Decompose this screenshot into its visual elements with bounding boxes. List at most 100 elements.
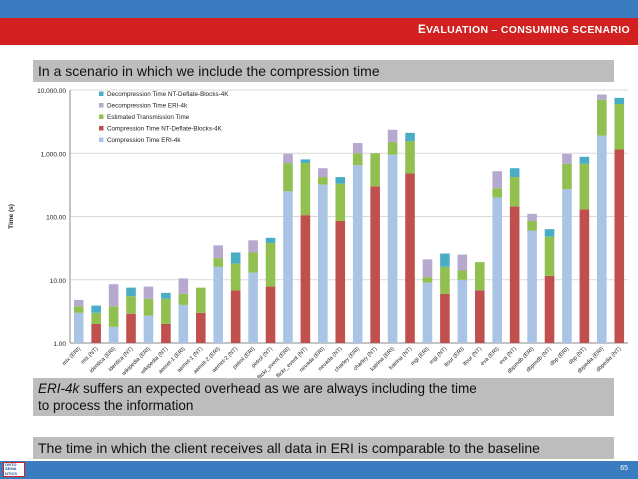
legend-label: Compression Time NT-Deflate-Blocks-4K: [107, 126, 223, 133]
bar-segment: [440, 293, 450, 343]
bar-segment: [126, 296, 136, 314]
bar-segment: [352, 153, 363, 166]
bar-segment: [492, 197, 503, 343]
bar-segment: [527, 213, 537, 221]
y-axis-label: Time (s): [8, 204, 15, 229]
bar-segment: [283, 191, 293, 343]
bar-segment: [405, 141, 415, 174]
note-middle-line1: ERI-4k suffers an expected overhead as w…: [38, 381, 477, 396]
bar-segment: [300, 215, 311, 343]
legend-swatch: [99, 114, 104, 119]
bar-segment: [387, 142, 398, 155]
logo-line-2: SEMA: [5, 466, 17, 472]
note-top-text: In a scenario in which we include the co…: [38, 63, 380, 79]
bar-segment: [283, 153, 293, 164]
bar-segment: [248, 272, 258, 343]
bar-segment: [300, 163, 311, 216]
bar-segment: [387, 129, 398, 143]
legend-swatch: [99, 103, 104, 108]
bar-segment: [370, 186, 380, 343]
note-bottom: The time in which the client receives al…: [33, 437, 614, 459]
x-tick-label: mgi (ERI): [410, 346, 431, 367]
bar-segment: [265, 243, 276, 287]
bar-segment: [318, 177, 328, 185]
legend-label: Compression Time ERI-4k: [107, 137, 181, 144]
bar-segment: [509, 168, 520, 178]
top-accent-strip: [0, 0, 638, 18]
bar-segment: [73, 306, 84, 313]
bar-segment: [597, 94, 607, 100]
slide-title: Evaluation – consuming scenario: [418, 24, 630, 36]
bar-segment: [422, 277, 433, 283]
bar-segment: [562, 163, 572, 190]
bar-segment: [544, 229, 555, 237]
bar-segment: [73, 299, 84, 307]
bar-segment: [265, 286, 276, 343]
bar-segment: [474, 290, 485, 343]
bar-segment: [126, 287, 136, 297]
bar-segment: [108, 326, 119, 343]
bar-segment: [492, 171, 503, 189]
legend-swatch: [99, 91, 104, 96]
logo-line-1: ONTO: [5, 462, 17, 467]
bar-segment: [492, 188, 503, 198]
bar-segment: [161, 323, 171, 343]
y-tick-label: 10.00: [50, 278, 67, 285]
bar-segment: [161, 292, 171, 299]
bar-segment: [579, 156, 590, 164]
bar-segment: [474, 262, 485, 291]
legend-swatch: [99, 126, 104, 131]
bar-segment: [195, 312, 206, 343]
slide-title-head: E: [417, 24, 426, 36]
legend-label: Decompression Time ERI-4k: [107, 103, 188, 110]
bar-segment: [230, 263, 241, 291]
slide-title-bar: Evaluation – consuming scenario: [0, 18, 638, 45]
legend-swatch: [99, 137, 104, 142]
bar-segment: [265, 237, 276, 244]
y-tick-label: 10,000.00: [37, 88, 66, 95]
bar-segment: [544, 236, 555, 276]
bar-segment: [195, 287, 206, 313]
bar-segment: [597, 99, 607, 136]
bar-segment: [335, 220, 346, 343]
x-tick-label: dbp (ERI): [549, 346, 570, 367]
bar-segment: [527, 230, 537, 343]
bar-segment: [422, 282, 433, 343]
y-tick-label: 1.00: [53, 341, 66, 348]
bar-segment: [178, 304, 189, 343]
logo-line-3: NTICS: [5, 470, 17, 476]
y-tick-label: 100.00: [46, 215, 66, 222]
bar-segment: [143, 298, 154, 316]
bar-segment: [352, 165, 363, 343]
ontosemantics-logo: ONTO SEMA NTICS: [3, 462, 25, 477]
note-bottom-text: The time in which the client receives al…: [38, 440, 540, 456]
bar-segment: [178, 293, 189, 305]
bar-segment: [318, 184, 328, 343]
bar-segment: [562, 153, 572, 164]
note-middle-line1-rest: suffers an expected overhead as we are a…: [79, 381, 477, 396]
bar-segment: [230, 252, 241, 264]
page-number: 65: [620, 465, 628, 472]
bar-segment: [248, 240, 258, 253]
slide-title-rest: valuation – consuming scenario: [425, 24, 630, 36]
bar-segment: [143, 286, 154, 299]
bar-segment: [440, 266, 450, 294]
bar-segment: [213, 245, 224, 259]
bar-segment: [387, 154, 398, 343]
bar-segment: [579, 163, 590, 210]
bar-segment: [73, 312, 84, 343]
x-tick-label: mix (ERI): [61, 346, 82, 367]
bar-segment: [126, 313, 136, 343]
bar-segment: [213, 258, 224, 267]
note-middle: ERI-4k suffers an expected overhead as w…: [33, 378, 614, 416]
bar-segment: [108, 284, 119, 307]
bar-segment: [161, 298, 171, 324]
bar-segment: [91, 312, 101, 324]
footer-bar: [0, 461, 638, 479]
bar-segment: [527, 220, 537, 231]
bar-segment: [562, 189, 572, 343]
bar-segment: [597, 135, 607, 343]
bar-segment: [457, 270, 468, 280]
x-tick-label: eva (ERI): [480, 346, 501, 367]
x-tick-label: flickr_event (NT): [276, 346, 309, 379]
